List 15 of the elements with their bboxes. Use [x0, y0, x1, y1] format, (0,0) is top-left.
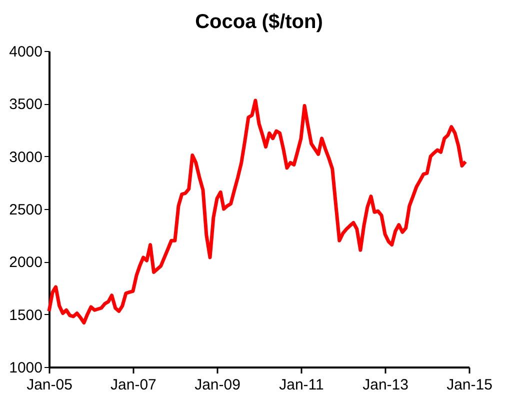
x-tick-label: Jan-13 — [362, 376, 408, 394]
y-tick-label: 4000 — [9, 44, 42, 60]
x-tick-label: Jan-15 — [446, 376, 492, 394]
x-tick-label: Jan-05 — [26, 376, 72, 394]
y-tick-label: 2000 — [9, 254, 42, 272]
chart-title: Cocoa ($/ton) — [195, 11, 323, 33]
line-series — [47, 98, 468, 325]
y-tick-label: 1000 — [9, 360, 42, 376]
x-tick-label: Jan-11 — [279, 376, 324, 394]
y-tick-label: 3000 — [9, 148, 42, 166]
x-tick-label: Jan-09 — [194, 376, 240, 394]
y-tick-label: 1500 — [9, 306, 42, 324]
x-tick-label: Jan-07 — [110, 376, 156, 394]
y-tick-label: 2500 — [9, 202, 42, 218]
y-tick-label: 3500 — [9, 96, 42, 114]
